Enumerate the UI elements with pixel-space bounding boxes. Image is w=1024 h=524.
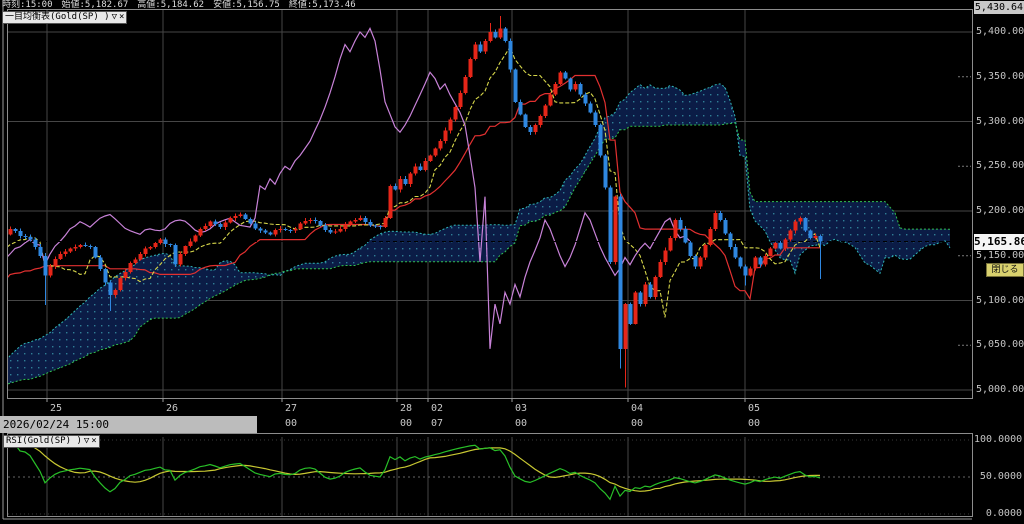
ohlc-info-item: 終値:5,173.46 (288, 0, 356, 10)
main-chart-plot-area[interactable] (8, 10, 972, 398)
ohlc-info-item: 時刻:15:00 (2, 0, 53, 10)
date-axis-hour-label: 00 (748, 418, 761, 429)
date-axis-hour-label: 00 (400, 418, 413, 429)
scale-top-price-badge: 5,430.64 (974, 1, 1024, 14)
price-axis-label: 5,400.00 (976, 26, 1024, 37)
chevron-down-icon[interactable]: ▽ (83, 436, 90, 446)
rsi-plot-area[interactable] (8, 437, 972, 516)
date-axis-day-label: 05 (748, 403, 761, 414)
ohlc-info-item: 始値:5,182.67 (61, 0, 129, 10)
rsi-title: RSI(Gold(SP) ) (6, 436, 82, 446)
price-axis-label: 5,150.00 (976, 249, 1024, 261)
price-axis-label: 5,050.00 (976, 339, 1024, 351)
current-price-badge: 5,165.86 (974, 234, 1024, 250)
date-axis-day-label: 28 (400, 403, 413, 414)
date-axis-hour-label: 00 (631, 418, 644, 429)
price-axis-label: 5,000.00 (976, 384, 1024, 395)
chevron-down-icon[interactable]: ▽ (111, 12, 118, 22)
rsi-axis-label: 100.0000 (974, 434, 1023, 445)
ohlc-info-item: 安値:5,156.75 (213, 0, 280, 10)
ichimoku-indicator-label: 一目均衡表(Gold(SP) ) ▽ × (2, 11, 128, 24)
date-axis-day-label: 26 (166, 403, 179, 414)
close-icon[interactable]: × (119, 12, 125, 22)
date-axis-hour-label: 00 (515, 418, 528, 429)
date-axis-day-label: 04 (631, 403, 644, 414)
rsi-indicator-label: RSI(Gold(SP) ) ▽ × (3, 435, 100, 448)
ohlc-info-bar: 時刻:15:00 始値:5,182.67 高値:5,184.62 安値:5,156.7… (2, 0, 365, 10)
date-axis-day-label: 27 (285, 403, 298, 414)
date-axis-hour-label: 00 (285, 418, 298, 429)
ichimoku-title: 一目均衡表(Gold(SP) ) (5, 12, 110, 22)
rsi-axis-label: 50.0000 (979, 471, 1022, 482)
price-axis-label: 5,250.00 (976, 160, 1024, 172)
price-axis-label: 5,350.00 (976, 70, 1024, 82)
date-axis-day-label: 03 (515, 403, 528, 414)
price-axis-label: 5,200.00 (976, 205, 1024, 216)
date-axis-day-label: 25 (50, 403, 63, 414)
status-bar-datetime: 2026/02/24 15:00 (0, 416, 257, 433)
ohlc-info-item: 高値:5,184.62 (137, 0, 205, 10)
rsi-axis-label: 0.0000 (985, 508, 1022, 519)
close-icon[interactable]: × (91, 436, 97, 446)
price-axis-label: 5,100.00 (976, 294, 1024, 306)
date-axis-day-label: 02 (431, 403, 444, 414)
date-axis-hour-label: 07 (431, 418, 444, 429)
close-chart-button[interactable]: 閉じる (986, 263, 1024, 277)
price-axis-label: 5,300.00 (976, 115, 1024, 127)
